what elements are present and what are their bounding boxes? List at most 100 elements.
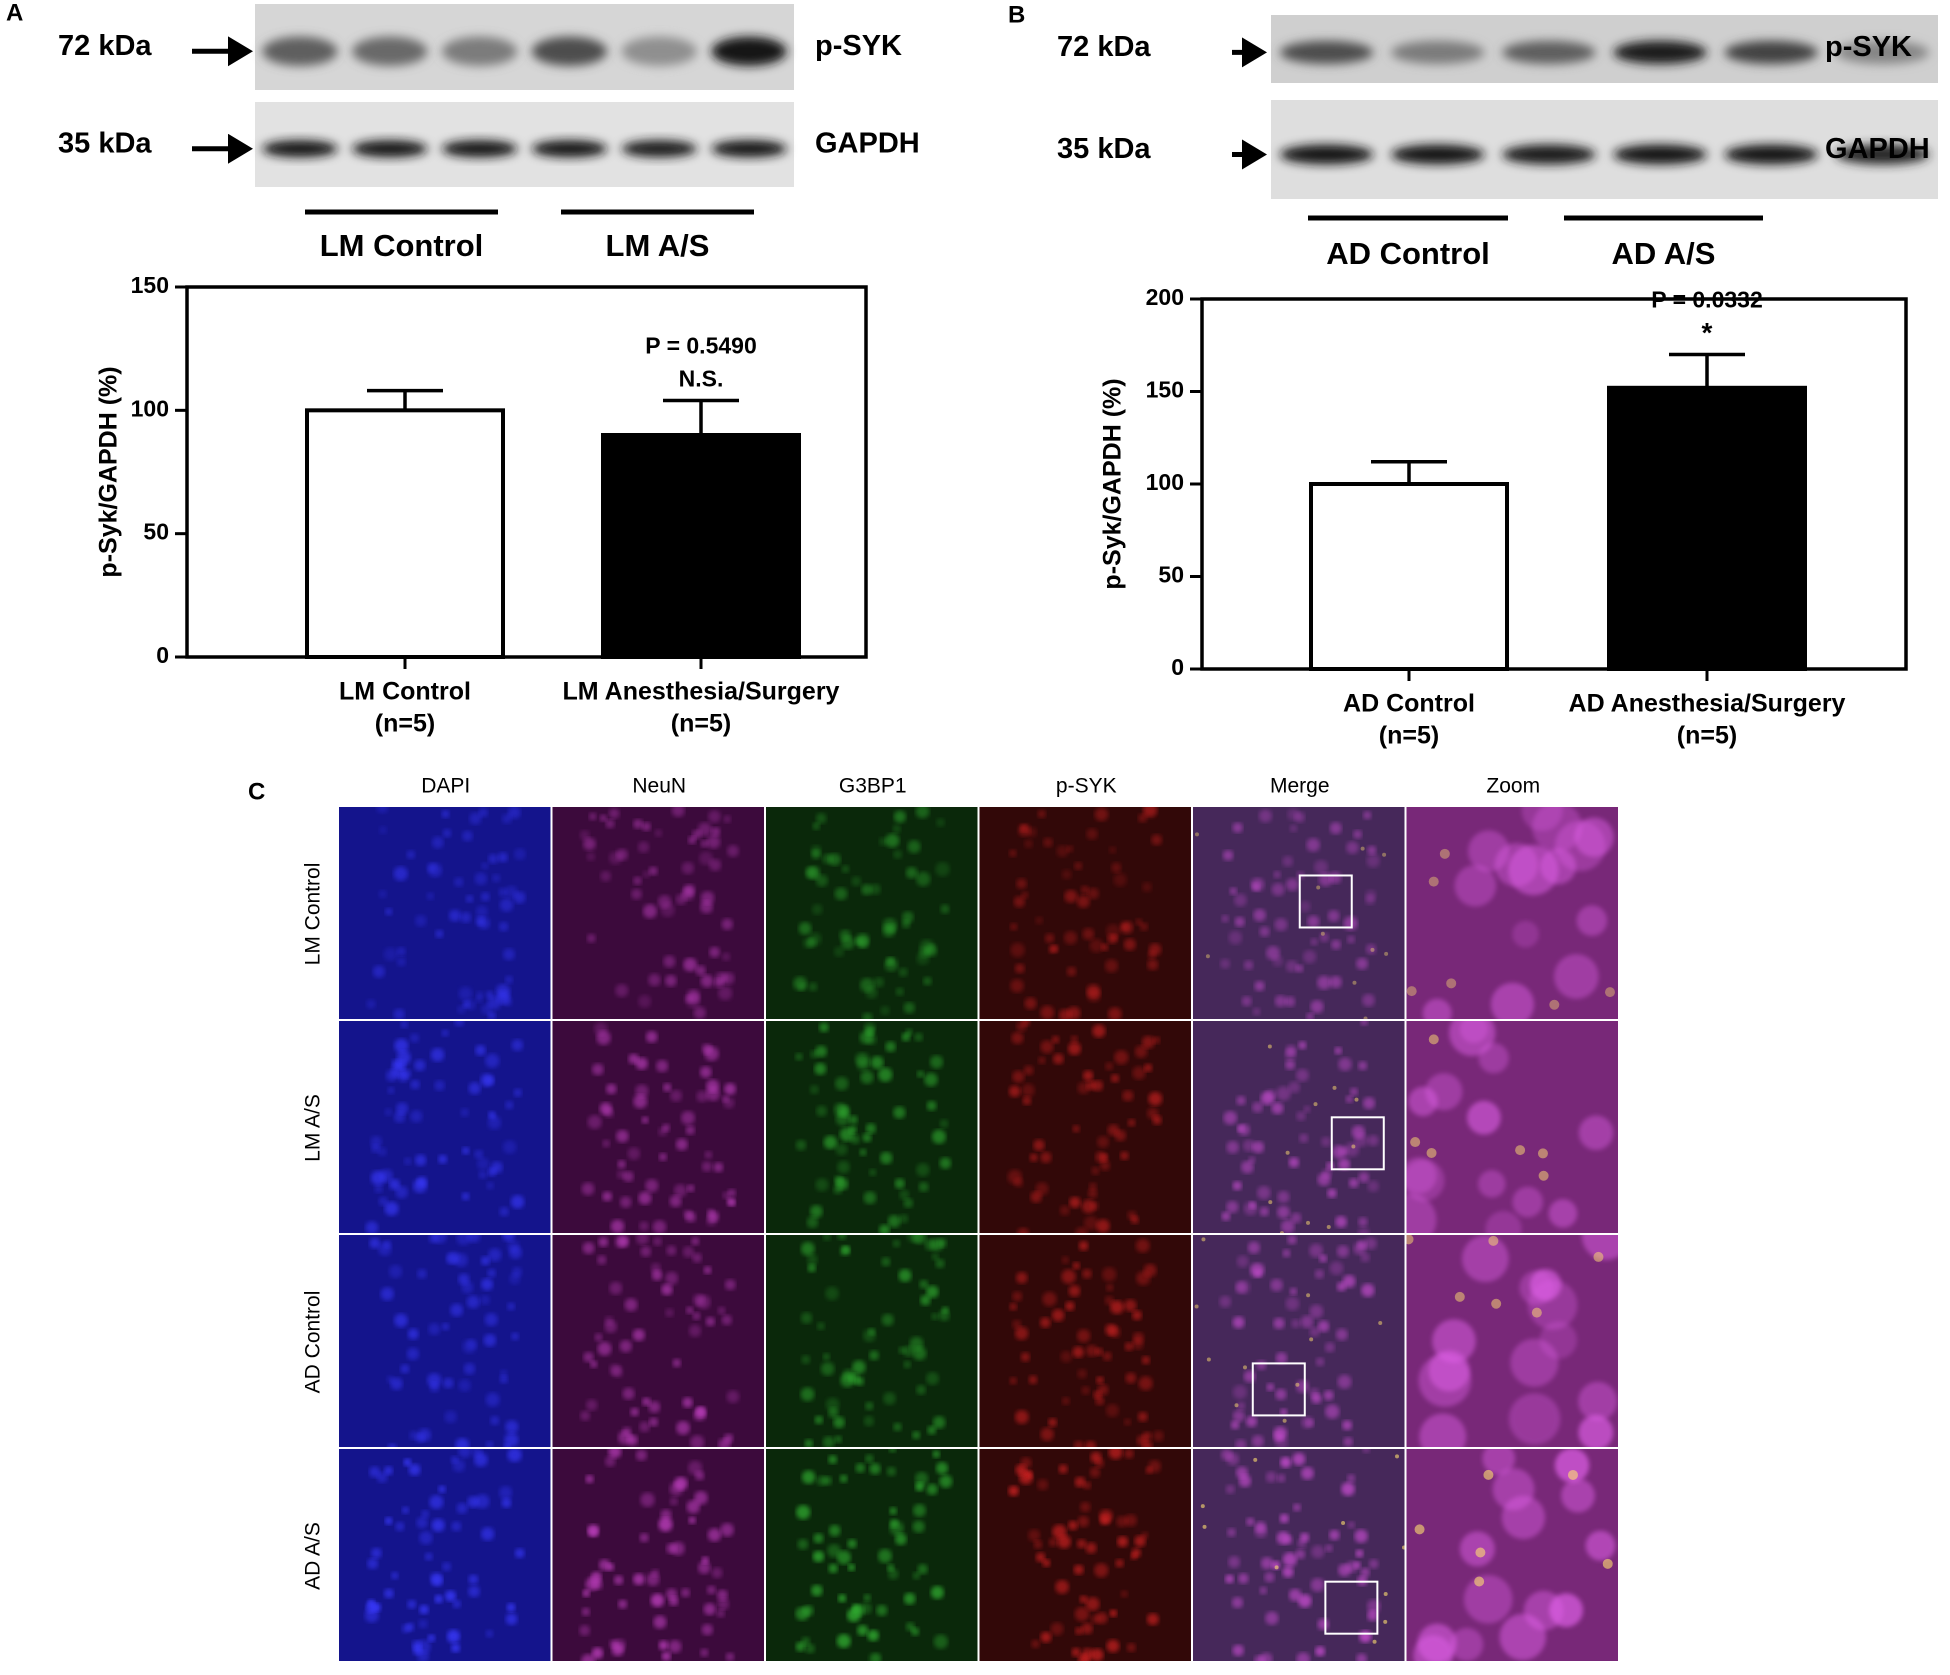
cell xyxy=(1105,1323,1118,1336)
cell xyxy=(1077,1329,1091,1343)
cell xyxy=(1152,1430,1164,1442)
cell xyxy=(704,1046,719,1061)
cell xyxy=(513,891,526,904)
cell xyxy=(1109,1609,1118,1618)
cell xyxy=(434,1080,445,1091)
cell xyxy=(513,1088,522,1097)
cell xyxy=(463,1362,476,1375)
micrograph-tile xyxy=(979,1021,1191,1233)
micrograph-tile xyxy=(766,1235,978,1447)
cell xyxy=(1329,1529,1340,1541)
cell xyxy=(861,884,873,896)
cell xyxy=(582,1242,595,1255)
cell xyxy=(1257,1185,1271,1200)
cell xyxy=(507,1449,522,1463)
cell xyxy=(476,1157,490,1170)
cell xyxy=(419,1531,433,1545)
puncta xyxy=(1567,1469,1578,1480)
cell xyxy=(1142,1431,1152,1441)
y-tick-label: 150 xyxy=(1146,377,1184,403)
cell xyxy=(1048,1417,1057,1427)
cell xyxy=(1288,1588,1302,1602)
cell xyxy=(1110,1300,1124,1315)
cell xyxy=(1422,998,1452,1019)
cell xyxy=(709,858,722,871)
blot-strip xyxy=(255,102,794,187)
cell xyxy=(1082,928,1095,940)
cell xyxy=(681,861,695,875)
cell xyxy=(624,1298,638,1312)
cell xyxy=(1289,1287,1298,1296)
cell xyxy=(1090,1451,1102,1464)
cell xyxy=(1264,1089,1277,1101)
zoom-box xyxy=(1298,874,1353,929)
cell xyxy=(1080,1501,1091,1513)
cell xyxy=(1074,1606,1090,1622)
cell xyxy=(893,849,903,859)
cell xyxy=(1102,1351,1112,1361)
cell xyxy=(475,1044,486,1056)
blot-band xyxy=(1835,40,1930,64)
cell xyxy=(1270,1278,1283,1292)
cell xyxy=(940,904,950,914)
cell xyxy=(616,1129,629,1143)
cell xyxy=(916,1163,930,1177)
cell xyxy=(663,955,676,968)
cell xyxy=(586,1399,598,1411)
cell xyxy=(675,1138,688,1151)
cell xyxy=(602,1191,613,1202)
blot-band xyxy=(1613,144,1707,165)
blot-band xyxy=(621,140,697,158)
puncta xyxy=(1202,1524,1207,1529)
cell xyxy=(485,1440,494,1447)
cell xyxy=(1367,1609,1379,1621)
puncta xyxy=(1475,1547,1486,1558)
cell xyxy=(1303,1105,1311,1113)
cell xyxy=(703,1266,712,1275)
cell xyxy=(498,921,509,932)
puncta xyxy=(1372,1639,1377,1644)
blot-band xyxy=(531,36,608,66)
y-tick-label: 100 xyxy=(1146,469,1184,495)
puncta xyxy=(1602,1558,1613,1569)
cell xyxy=(903,1592,916,1605)
cell xyxy=(931,1312,939,1321)
column-label: G3BP1 xyxy=(839,775,907,798)
column-label: DAPI xyxy=(421,775,470,798)
cell xyxy=(889,1520,904,1536)
cell xyxy=(1294,811,1305,823)
tile-content xyxy=(1406,1235,1618,1447)
cell xyxy=(1037,1479,1049,1491)
cell xyxy=(466,1339,478,1350)
cell xyxy=(1317,1172,1331,1186)
cell xyxy=(597,1341,612,1356)
cell xyxy=(1075,1227,1088,1233)
cell xyxy=(873,977,885,988)
cell xyxy=(695,1405,705,1415)
cell xyxy=(676,1420,690,1435)
cell xyxy=(1554,1449,1590,1483)
cell xyxy=(828,1455,838,1465)
cell xyxy=(796,1505,811,1520)
cell xyxy=(1040,1040,1054,1054)
cell xyxy=(912,1520,925,1533)
column-label: NeuN xyxy=(632,775,686,798)
blot-background xyxy=(1271,100,1938,199)
cell xyxy=(485,1629,494,1638)
cell xyxy=(1058,1464,1068,1474)
puncta xyxy=(1320,931,1325,936)
cell xyxy=(886,1466,897,1477)
cell xyxy=(378,889,387,899)
cell xyxy=(863,1191,877,1205)
cell xyxy=(442,828,452,838)
cell xyxy=(933,1634,949,1649)
cell xyxy=(1256,1360,1267,1371)
cell xyxy=(795,1052,803,1061)
cell xyxy=(806,1216,819,1229)
cell xyxy=(661,1651,672,1661)
cell xyxy=(842,1245,851,1254)
cell xyxy=(417,1268,427,1279)
cell xyxy=(398,1072,409,1083)
puncta xyxy=(1306,1220,1311,1225)
cell xyxy=(366,999,376,1009)
